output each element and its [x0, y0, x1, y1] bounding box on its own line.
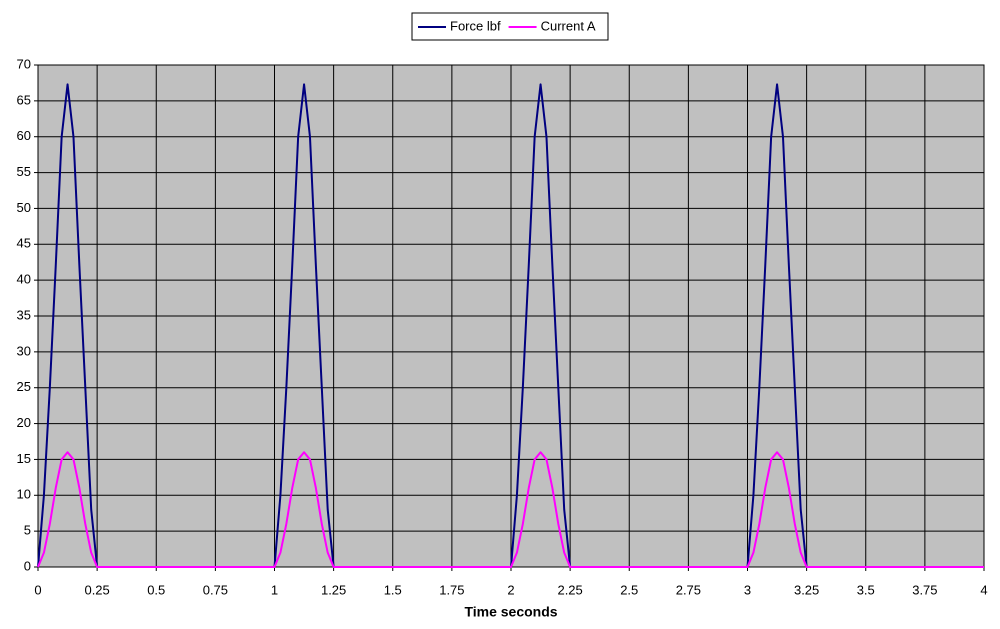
y-tick-label: 65 [17, 92, 31, 107]
x-tick-label: 2.5 [620, 582, 638, 597]
y-tick-label: 70 [17, 56, 31, 71]
y-tick-label: 10 [17, 487, 31, 502]
y-tick-label: 15 [17, 451, 31, 466]
y-tick-label: 40 [17, 272, 31, 287]
x-tick-label: 0.5 [147, 582, 165, 597]
legend-label: Force lbf [450, 18, 501, 33]
y-tick-label: 20 [17, 415, 31, 430]
y-tick-label: 30 [17, 343, 31, 358]
x-axis-label: Time seconds [464, 604, 557, 620]
x-tick-label: 3 [744, 582, 751, 597]
x-tick-label: 1 [271, 582, 278, 597]
y-tick-label: 5 [24, 523, 31, 538]
y-tick-label: 45 [17, 236, 31, 251]
y-tick-label: 50 [17, 200, 31, 215]
line-series [37, 451, 984, 568]
y-tick-label: 60 [17, 128, 31, 143]
x-tick-label: 2.75 [676, 582, 701, 597]
y-tick-label: 0 [24, 558, 31, 573]
x-tick-label: 0.25 [84, 582, 109, 597]
x-tick-label: 1.25 [321, 582, 346, 597]
y-tick-label: 55 [17, 164, 31, 179]
y-tick-label: 35 [17, 307, 31, 322]
x-tick-label: 3.5 [857, 582, 875, 597]
x-tick-label: 2.25 [557, 582, 582, 597]
x-tick-label: 1.75 [439, 582, 464, 597]
x-tick-label: 1.5 [384, 582, 402, 597]
x-tick-label: 2 [507, 582, 514, 597]
x-tick-label: 0 [34, 582, 41, 597]
x-tick-label: 3.75 [912, 582, 937, 597]
y-tick-label: 25 [17, 379, 31, 394]
x-tick-label: 4 [980, 582, 987, 597]
x-tick-label: 0.75 [203, 582, 228, 597]
x-tick-label: 3.25 [794, 582, 819, 597]
legend-label: Current A [541, 18, 596, 33]
